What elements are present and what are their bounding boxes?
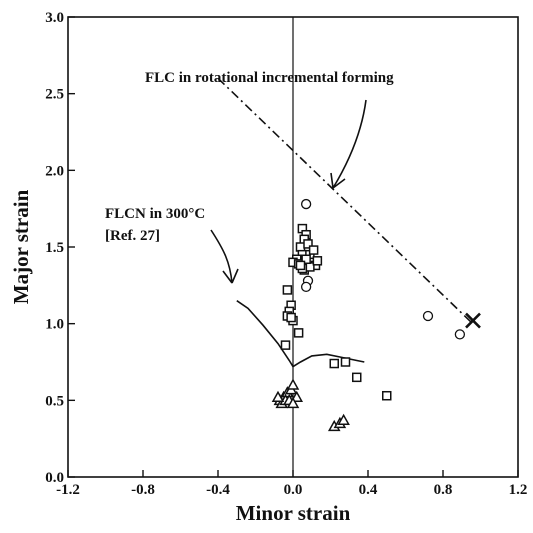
flc-dashdot-line — [217, 77, 472, 323]
y-tick-label: 2.5 — [45, 87, 64, 103]
cross-marker — [465, 312, 481, 329]
y-axis-title: Major strain — [9, 189, 33, 304]
x-tick-label: 0.0 — [284, 482, 303, 498]
ticks-group: -1.2 -0.8 -0.4 0.0 0.4 0.8 1.2 0.0 0.5 1.0 1.5 2.0 2… — [45, 10, 527, 498]
y-tick-label: 1.0 — [45, 317, 64, 333]
flc-annotation-label: FLC in rotational incremental forming — [145, 70, 394, 86]
y-tick-label: 2.0 — [45, 163, 64, 179]
y-tick-label: 3.0 — [45, 10, 64, 26]
square-marker — [340, 357, 351, 367]
x-tick-label: -1.2 — [56, 482, 80, 498]
square-marker — [295, 260, 306, 271]
x-tick-label: 0.4 — [359, 482, 378, 498]
square-marker — [303, 239, 313, 249]
square-marker — [329, 358, 339, 369]
circle-marker — [300, 281, 312, 293]
x-tick-label: 1.2 — [509, 482, 528, 498]
square-marker — [352, 372, 362, 383]
x-tick-label: -0.8 — [131, 482, 155, 498]
triangle-marker — [271, 390, 285, 403]
square-marker — [293, 328, 304, 338]
points-group — [271, 198, 481, 432]
lines-group — [217, 77, 472, 368]
x-tick-label: 0.8 — [434, 482, 453, 498]
x-axis-title: Minor strain — [236, 501, 351, 525]
square-marker — [286, 312, 296, 323]
square-marker — [301, 254, 311, 265]
y-tick-label: 0.5 — [45, 393, 64, 409]
triangle-marker — [286, 378, 300, 390]
triangle-marker — [286, 396, 300, 409]
square-marker — [282, 285, 293, 295]
y-tick-label: 0.0 — [45, 470, 64, 486]
flcn-arrow-head — [222, 268, 239, 284]
circle-marker — [422, 310, 434, 322]
flcn-arrow-shaft — [210, 229, 233, 284]
square-marker — [308, 245, 319, 255]
flcn-annotation-label-line1: FLCN in 300°C — [105, 206, 205, 222]
square-marker — [280, 340, 291, 350]
flc-arrow-head — [330, 172, 346, 189]
square-marker — [382, 390, 392, 401]
square-marker — [312, 256, 323, 266]
annotations-group: FLC in rotational incremental forming FLC… — [105, 70, 394, 284]
x-tick-label: -0.4 — [206, 482, 230, 498]
circle-marker — [300, 198, 312, 210]
flcn-annotation-label-line2: [Ref. 27] — [105, 228, 160, 244]
triangle-marker — [290, 390, 304, 403]
flc-arrow-shaft — [332, 99, 367, 189]
triangle-marker — [337, 413, 350, 426]
y-tick-label: 1.5 — [45, 240, 64, 256]
circle-marker — [454, 329, 466, 340]
